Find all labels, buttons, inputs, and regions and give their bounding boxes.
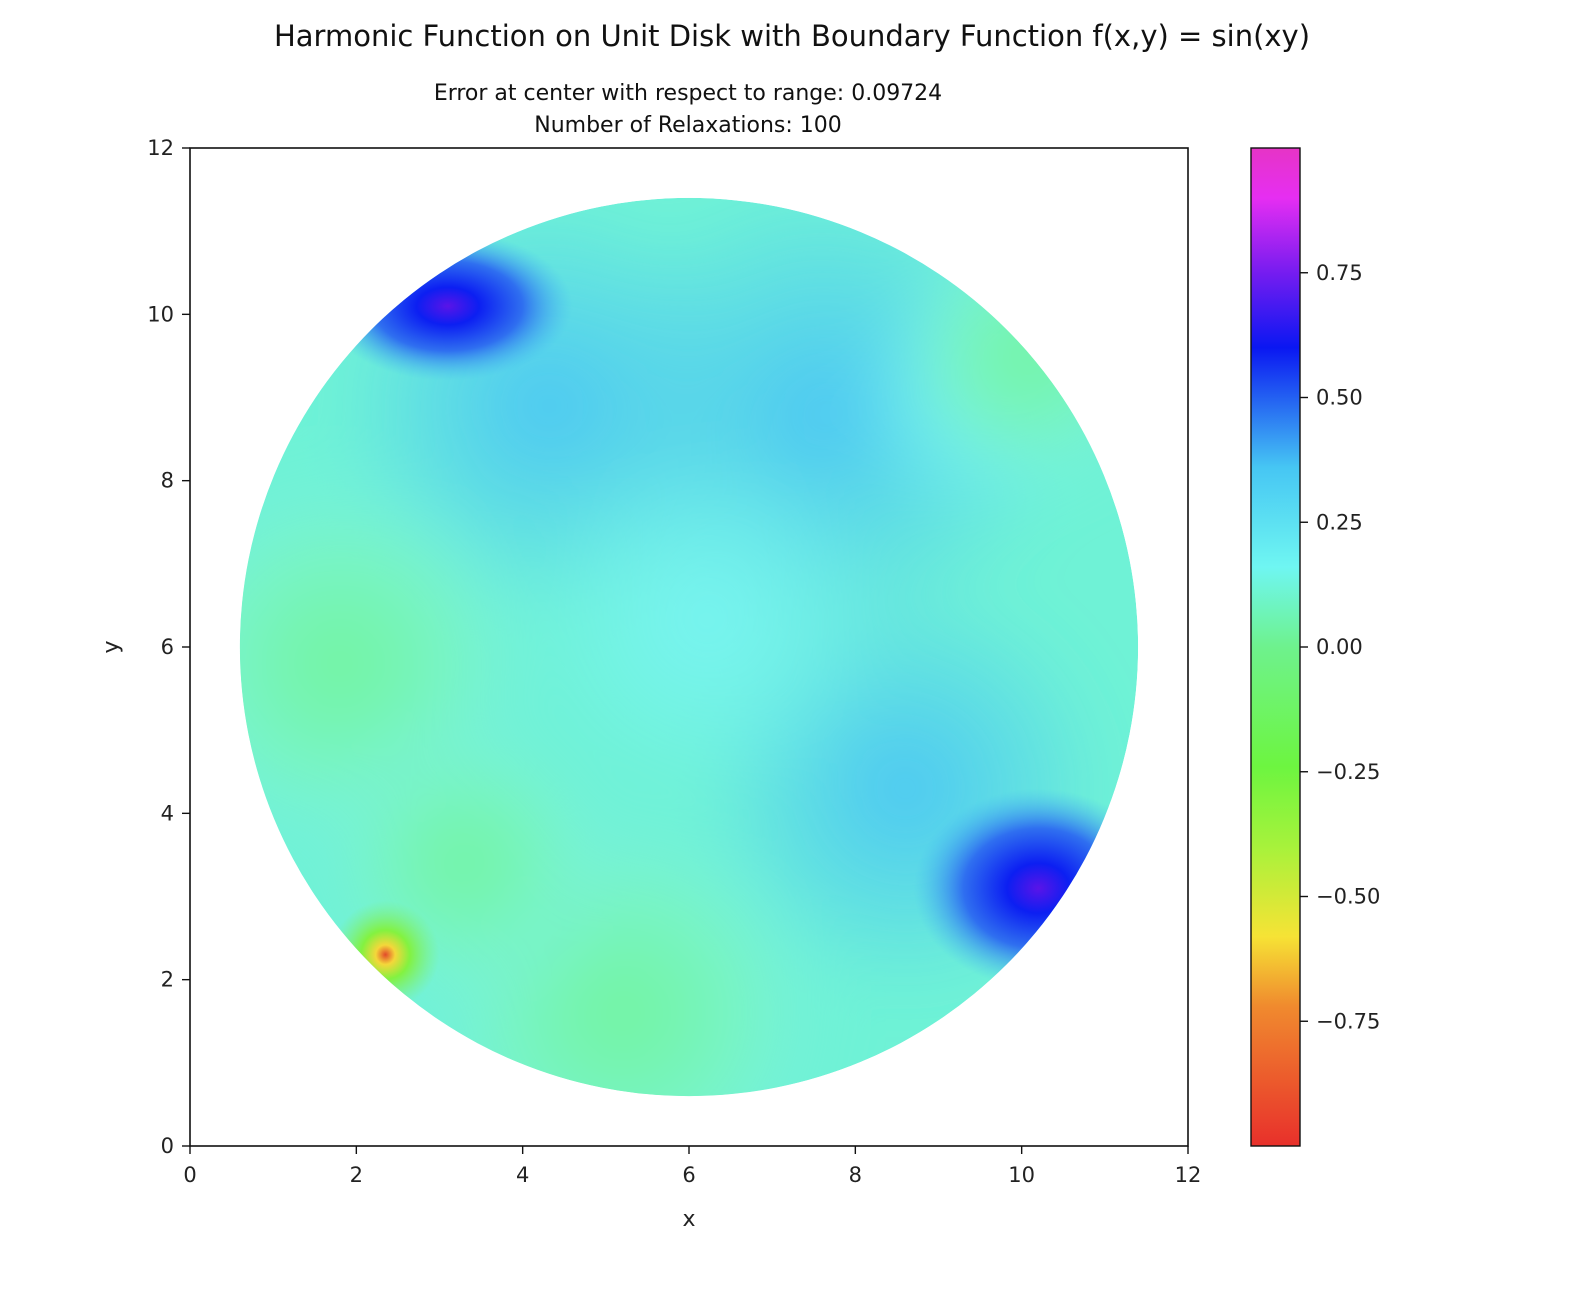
field-upper-right-green [896, 222, 1139, 489]
x-tick-label: 2 [350, 1163, 363, 1187]
colorbar: 0.75 0.50 0.25 0.00 −0.25 −0.50 −0.75 [1250, 147, 1380, 1147]
colorbar-tick-label: −0.25 [1316, 760, 1380, 784]
colorbar-tick-label: −0.50 [1316, 885, 1380, 909]
x-axis: 0 2 4 6 8 10 12 [183, 1146, 1201, 1187]
colorbar-gradient [1250, 147, 1301, 1147]
colorbar-tick-label: −0.75 [1316, 1009, 1380, 1033]
x-tick-label: 6 [682, 1163, 695, 1187]
field-lower-left [314, 713, 615, 1013]
feature-peak-upper-left [323, 231, 573, 381]
y-axis-label: y [99, 640, 124, 653]
chart-subtitle-line-2: Number of Relaxations: 100 [534, 113, 842, 138]
feature-trough-lower-left [331, 900, 440, 1009]
y-tick-label: 2 [161, 968, 174, 992]
colorbar-tick-label: 0.00 [1316, 635, 1363, 659]
y-tick-label: 12 [147, 136, 174, 160]
x-tick-label: 0 [183, 1163, 196, 1187]
y-tick-label: 0 [161, 1134, 174, 1158]
colorbar-tick-label: 0.75 [1316, 261, 1363, 285]
x-axis-label: x [682, 1207, 695, 1232]
x-tick-label: 4 [516, 1163, 529, 1187]
chart-title: Harmonic Function on Unit Disk with Boun… [274, 19, 1310, 53]
x-tick-label: 10 [1008, 1163, 1035, 1187]
plot-area: 0 2 4 6 8 10 12 0 2 4 6 8 10 12 [147, 136, 1201, 1187]
y-tick-label: 10 [147, 302, 174, 326]
y-tick-label: 6 [161, 635, 174, 659]
x-tick-label: 12 [1175, 1163, 1202, 1187]
y-tick-label: 4 [161, 801, 174, 825]
colorbar-tick-label: 0.25 [1316, 510, 1363, 534]
field-center [522, 439, 889, 806]
colorbar-tick-label: 0.50 [1316, 386, 1363, 410]
feature-peak-lower-right [913, 788, 1139, 988]
harmonic-disk [239, 197, 1139, 1097]
y-axis: 0 2 4 6 8 10 12 [147, 136, 190, 1158]
chart-subtitle-line-1: Error at center with respect to range: 0… [434, 81, 942, 106]
x-tick-label: 8 [849, 1163, 862, 1187]
y-tick-label: 8 [161, 469, 174, 493]
